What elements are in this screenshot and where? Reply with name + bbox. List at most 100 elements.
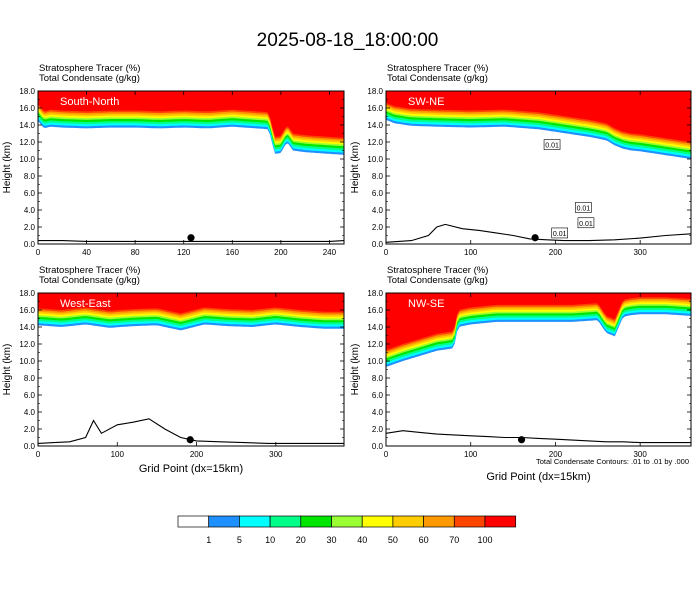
x-tick-label: 40	[82, 248, 91, 257]
y-tick-label: 0.0	[372, 240, 384, 249]
contour-label: 0.01	[553, 231, 567, 238]
contour-label-box	[577, 217, 595, 229]
terrain-line	[386, 223, 691, 243]
colorbar-label: 40	[357, 535, 367, 545]
colorbar-swatch	[484, 515, 517, 528]
colorbar-swatch	[300, 515, 332, 528]
colorbar-label: 1	[206, 535, 211, 545]
y-tick-label: 6.0	[24, 391, 36, 400]
contour-label: 0.01	[577, 205, 591, 212]
x-tick-label: 240	[323, 248, 337, 257]
tracer-band-9	[38, 293, 344, 314]
panel-label: South-North	[60, 96, 119, 108]
colorbar-label: 70	[449, 535, 459, 545]
terrain-line	[386, 430, 691, 444]
x-tick-label: 0	[36, 248, 41, 257]
x-tick-label: 0	[36, 450, 41, 459]
colorbar-label: 60	[419, 535, 429, 545]
y-tick-label: 0.0	[24, 442, 36, 451]
colorbar-label: 100	[477, 535, 492, 545]
plot-area	[386, 293, 691, 444]
header-condensate: Total Condensate (g/kg)	[39, 275, 140, 286]
colorbar-swatch	[361, 515, 394, 528]
y-tick-label: 8.0	[372, 374, 384, 383]
header-tracer: Stratosphere Tracer (%)	[387, 63, 488, 74]
colorbar-swatch	[269, 515, 302, 528]
y-tick-label: 4.0	[372, 408, 384, 417]
y-tick-label: 12.0	[367, 340, 383, 349]
x-tick-label: 200	[190, 450, 204, 459]
colorbar-label: 30	[326, 535, 336, 545]
y-tick-label: 12.0	[367, 138, 383, 147]
y-tick-label: 12.0	[19, 340, 35, 349]
contour-label: 0.01	[545, 143, 559, 150]
location-marker	[186, 436, 194, 444]
x-tick-label: 120	[177, 248, 191, 257]
colorbar-swatch	[453, 515, 486, 528]
colorbar-swatch	[423, 515, 455, 528]
y-tick-label: 8.0	[24, 172, 36, 181]
x-tick-label: 100	[464, 248, 478, 257]
y-tick-label: 6.0	[372, 391, 384, 400]
panel-west-east: West-East Stratosphere Tracer (%)Total Co…	[2, 265, 345, 475]
y-tick-label: 6.0	[24, 189, 36, 198]
y-tick-label: 16.0	[19, 306, 35, 315]
y-axis-label: Height (km)	[2, 142, 13, 194]
y-tick-label: 14.0	[19, 121, 35, 130]
y-tick-label: 4.0	[372, 206, 384, 215]
plot-area	[38, 91, 344, 242]
header-tracer: Stratosphere Tracer (%)	[387, 265, 488, 276]
tracer-band-9	[386, 293, 691, 350]
x-tick-label: 100	[464, 450, 478, 459]
y-tick-label: 6.0	[372, 189, 384, 198]
x-tick-label: 160	[226, 248, 240, 257]
header-condensate: Total Condensate (g/kg)	[387, 73, 488, 84]
y-tick-label: 4.0	[24, 206, 36, 215]
y-tick-label: 8.0	[372, 172, 384, 181]
y-axis-label: Height (km)	[350, 344, 361, 396]
y-tick-label: 18.0	[19, 289, 35, 298]
header-tracer: Stratosphere Tracer (%)	[39, 63, 140, 74]
colorbar-label: 50	[388, 535, 398, 545]
contour-label: 0.01	[579, 221, 593, 228]
x-tick-label: 300	[633, 248, 647, 257]
x-tick-label: 200	[549, 248, 563, 257]
contour-label-box	[543, 139, 561, 150]
header-condensate: Total Condensate (g/kg)	[39, 73, 140, 84]
tracer-band-9	[386, 91, 691, 142]
panel-south-north: South-North Stratosphere Tracer (%)Total …	[2, 63, 345, 257]
colorbar-swatch	[392, 515, 424, 528]
y-tick-label: 2.0	[24, 425, 36, 434]
y-axis-label: Height (km)	[350, 142, 361, 194]
location-marker	[517, 436, 526, 444]
colorbar-swatch	[239, 515, 271, 528]
y-tick-label: 18.0	[367, 87, 383, 96]
y-tick-label: 2.0	[372, 425, 384, 434]
colorbar-label: 10	[265, 535, 275, 545]
terrain-line	[38, 418, 344, 444]
panel-label: West-East	[60, 298, 111, 310]
colorbar: 1 5 10 20 30 40 50 60 70 100	[177, 515, 517, 545]
header-tracer: Stratosphere Tracer (%)	[39, 265, 140, 276]
y-tick-label: 10.0	[19, 357, 35, 366]
y-tick-label: 4.0	[24, 408, 36, 417]
colorbar-label: 20	[296, 535, 306, 545]
y-tick-label: 12.0	[19, 138, 35, 147]
y-tick-label: 14.0	[19, 323, 35, 332]
x-tick-label: 80	[131, 248, 140, 257]
panel-label: NW-SE	[408, 298, 444, 310]
y-tick-label: 16.0	[367, 104, 383, 113]
y-tick-label: 2.0	[372, 223, 384, 232]
panel-label: SW-NE	[408, 96, 444, 108]
colorbar-swatch	[177, 515, 210, 528]
tracer-band-9	[38, 91, 344, 138]
location-marker	[187, 234, 195, 242]
y-tick-label: 16.0	[367, 306, 383, 315]
y-tick-label: 10.0	[19, 155, 35, 164]
terrain-line	[38, 240, 344, 242]
y-tick-label: 10.0	[367, 155, 383, 164]
x-axis-label: Grid Point (dx=15km)	[486, 471, 590, 483]
x-tick-label: 300	[633, 450, 647, 459]
